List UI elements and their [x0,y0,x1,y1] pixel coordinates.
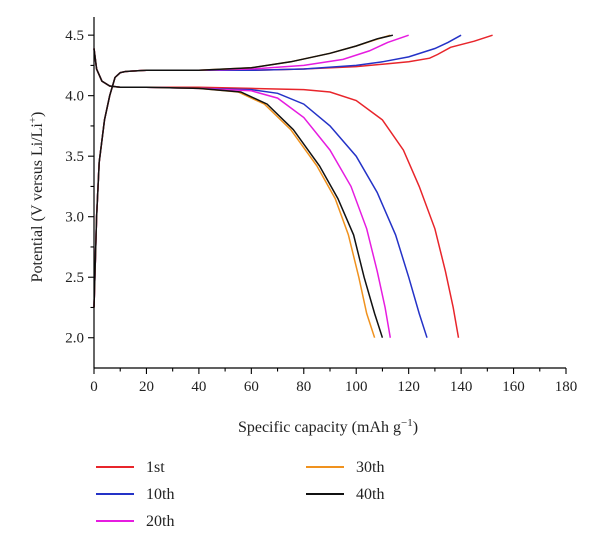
series-line-2-discharge [93,48,428,338]
x-tick-label: 120 [397,379,420,395]
y-axis-title-main: Potential (V versus Li/Li [29,123,46,283]
x-tick-label: 180 [555,379,578,395]
legend: 1st 10th 20th 30th 40th [96,459,384,530]
x-tick-label: 100 [345,379,368,395]
y-axis-title-close: ) [29,112,46,117]
x-tick-label: 0 [90,379,98,395]
series-layer [93,34,493,338]
series-line-4-charge [93,34,391,308]
y-tick-label: 4.0 [65,89,84,105]
x-tick-label: 20 [139,379,154,395]
legend-label-3: 20th [146,513,174,530]
series-line-5-charge [93,34,394,308]
y-tick-label: 2.0 [65,331,84,347]
series-line-1-charge [93,34,493,308]
y-tick-label: 4.5 [65,28,84,44]
x-axis-title: Specific capacity (mAh g−1) [238,417,418,436]
x-axis-title-close: ) [413,419,418,436]
legend-label-5: 40th [356,486,384,503]
x-axis-title-sup: −1 [401,417,413,429]
series-line-5-discharge [93,48,384,338]
y-axis-title-sup: + [27,117,39,123]
y-tick-label: 3.0 [65,210,84,226]
x-tick-label: 80 [296,379,311,395]
x-tick-label: 160 [502,379,525,395]
legend-label-2: 10th [146,486,174,503]
x-tick-label: 40 [191,379,206,395]
x-axis-title-main: Specific capacity (mAh g [238,419,401,436]
y-axis-title: Potential (V versus Li/Li+) [27,112,46,283]
y-tick-label: 3.5 [65,149,84,165]
y-tick-label: 2.5 [65,270,84,286]
axes-layer: 0 20 40 60 80 100 120 140 160 180 2.0 2.5 3.0 3.5 4.0 4… [65,17,577,395]
series-line-1-discharge [93,48,460,338]
legend-label-4: 30th [356,459,384,476]
x-tick-label: 140 [450,379,473,395]
legend-label-1: 1st [146,459,165,476]
x-tick-label: 60 [244,379,259,395]
